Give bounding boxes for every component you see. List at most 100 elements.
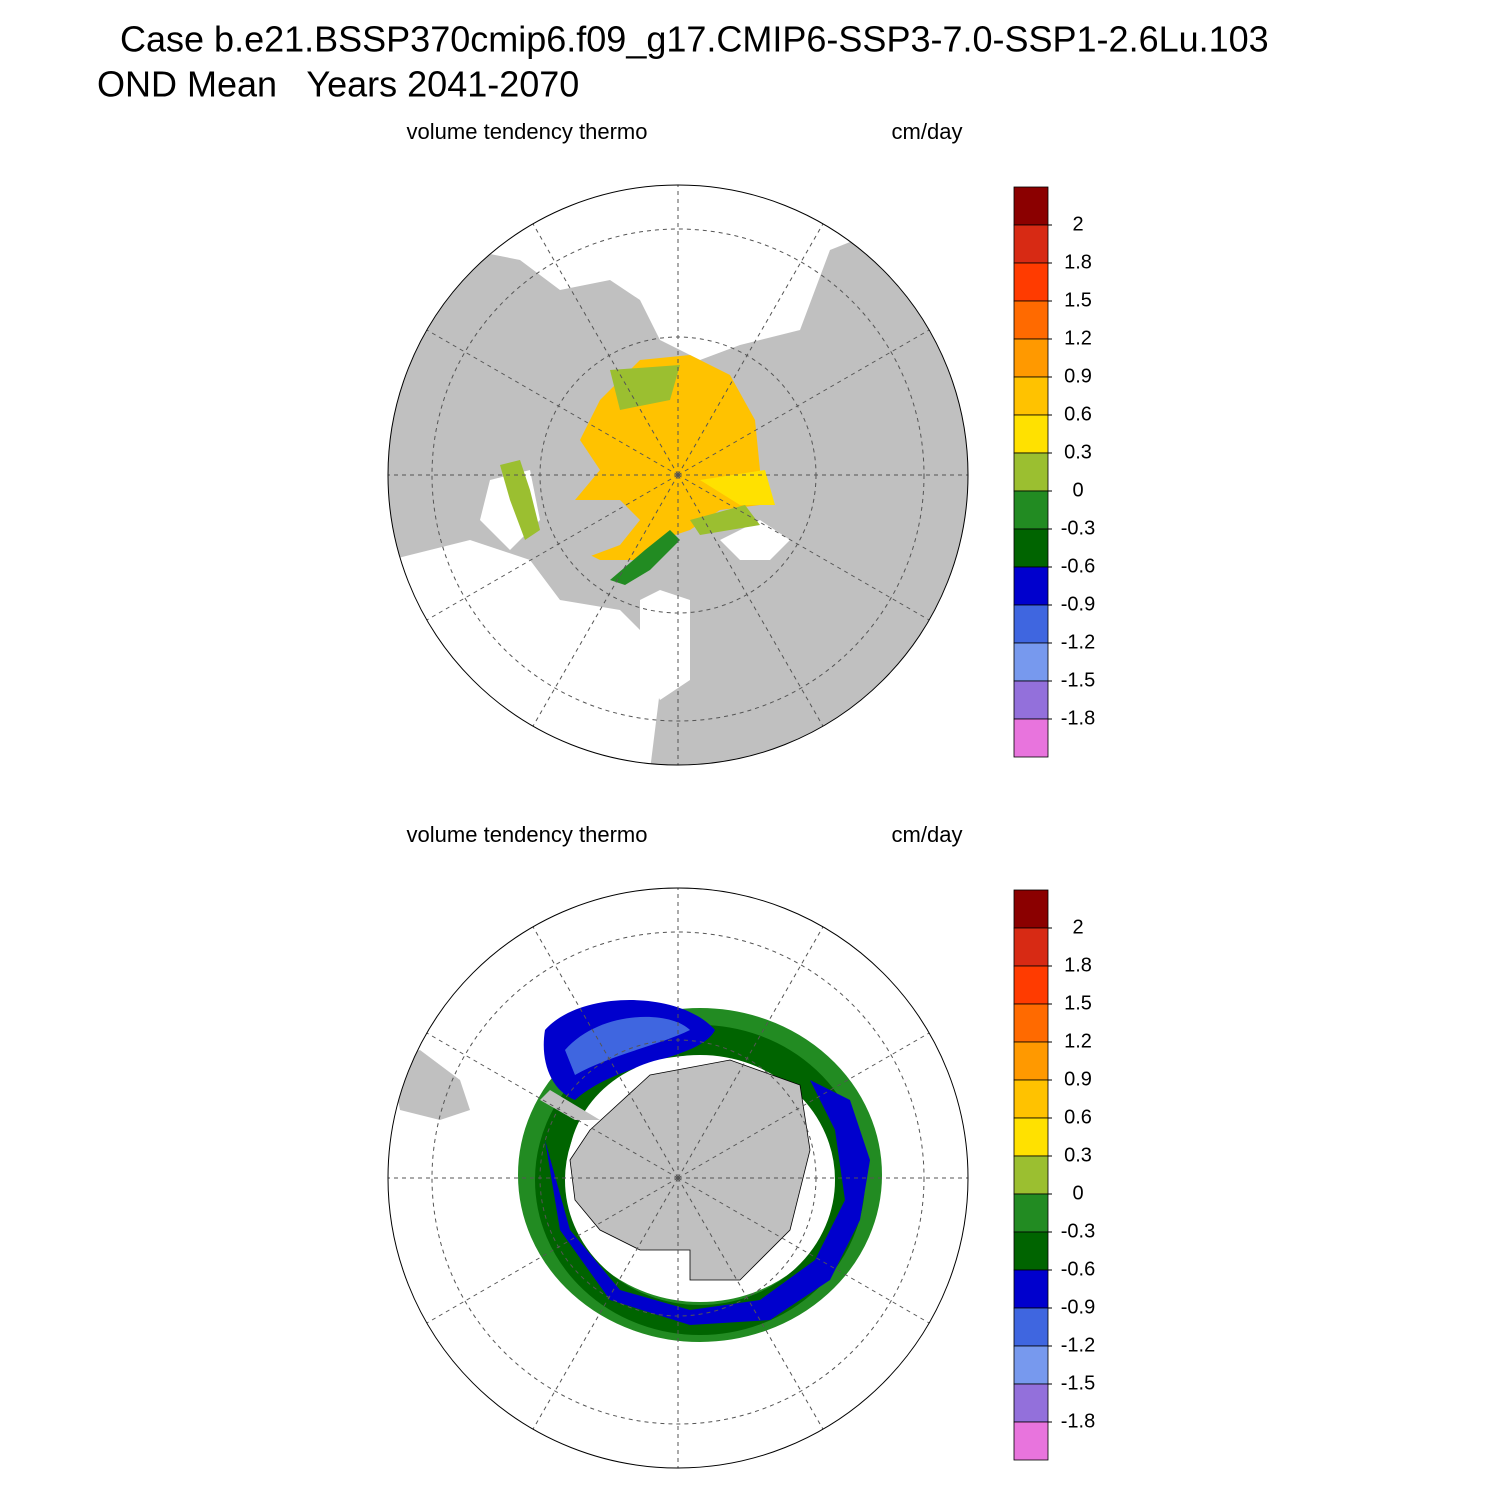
meridian <box>677 223 824 476</box>
map-border <box>387 887 969 1469</box>
colorbar-box <box>1013 528 1049 568</box>
colorbar-label: -1.5 <box>1061 1372 1095 1394</box>
colorbar-box <box>1013 1307 1049 1347</box>
map-region <box>610 365 680 410</box>
meridian <box>677 1177 824 1430</box>
colorbar-box <box>1013 965 1049 1005</box>
colorbar-label: 0.9 <box>1064 365 1092 387</box>
lat-circle <box>431 931 925 1425</box>
map-region <box>500 460 540 540</box>
colorbar-label: -0.9 <box>1061 1296 1095 1318</box>
colorbar-box <box>1013 300 1049 340</box>
colorbar-label: 0 <box>1072 479 1083 501</box>
colorbar-box <box>1013 1269 1049 1309</box>
colorbar-box <box>1013 1193 1049 1233</box>
colorbar-box <box>1013 604 1049 644</box>
colorbar-label: 2 <box>1072 916 1083 938</box>
colorbar-label: 0.3 <box>1064 1144 1092 1166</box>
meridian <box>532 1177 679 1430</box>
map-region <box>700 470 775 505</box>
map <box>388 185 968 765</box>
colorbar-box <box>1013 718 1049 758</box>
colorbar-label: -0.6 <box>1061 555 1095 577</box>
colorbar-box <box>1013 376 1049 416</box>
map-region <box>540 1090 600 1120</box>
panel-units: cm/day <box>892 822 963 847</box>
colorbar-label: -0.9 <box>1061 593 1095 615</box>
colorbar-label: -0.3 <box>1061 517 1095 539</box>
map-border <box>387 184 969 766</box>
meridian <box>426 474 679 621</box>
meridian <box>532 223 679 476</box>
colorbar-box <box>1013 642 1049 682</box>
colorbar-label: -1.8 <box>1061 1410 1095 1432</box>
meridian <box>426 329 679 476</box>
meridian <box>677 474 824 727</box>
meridian <box>532 474 679 727</box>
meridian <box>426 1177 679 1324</box>
panel-units: cm/day <box>892 119 963 144</box>
colorbar-label: -1.2 <box>1061 631 1095 653</box>
meridian <box>677 926 824 1179</box>
title-line: Case b.e21.BSSP370cmip6.f09_g17.CMIP6-SS… <box>120 19 1269 60</box>
title-line: OND Mean Years 2041-2070 <box>97 64 579 105</box>
colorbar-box <box>1013 186 1049 226</box>
colorbar-label: 0 <box>1072 1182 1083 1204</box>
colorbar-label: -1.5 <box>1061 669 1095 691</box>
lat-circle <box>431 228 925 722</box>
colorbar-label: -1.2 <box>1061 1334 1095 1356</box>
map-region <box>569 1059 811 1281</box>
colorbar-box <box>1013 452 1049 492</box>
colorbar-box <box>1013 1117 1049 1157</box>
colorbar-box <box>1013 262 1049 302</box>
map-region <box>565 1016 690 1075</box>
meridian <box>677 1177 930 1324</box>
colorbar-label: -0.3 <box>1061 1220 1095 1242</box>
meridian <box>677 329 930 476</box>
colorbar-label: 0.6 <box>1064 1106 1092 1128</box>
colorbar-label: 0.3 <box>1064 441 1092 463</box>
colorbar-label: 0.9 <box>1064 1068 1092 1090</box>
colorbar-box <box>1013 680 1049 720</box>
colorbar-box <box>1013 1421 1049 1461</box>
map-region <box>545 1080 870 1325</box>
colorbar-label: 1.5 <box>1064 992 1092 1014</box>
colorbar-box <box>1013 414 1049 454</box>
map <box>388 888 968 1468</box>
colorbar-label: 1.5 <box>1064 289 1092 311</box>
colorbar-box <box>1013 224 1049 264</box>
colorbar-label: 1.2 <box>1064 1030 1092 1052</box>
colorbar-label: 1.8 <box>1064 954 1092 976</box>
colorbar-box <box>1013 927 1049 967</box>
colorbar-box <box>1013 1041 1049 1081</box>
colorbar-box <box>1013 889 1049 929</box>
colorbar-label: 0.6 <box>1064 403 1092 425</box>
colorbar-box <box>1013 1231 1049 1271</box>
meridian <box>677 474 930 621</box>
colorbar-box <box>1013 566 1049 606</box>
map-region <box>610 530 680 585</box>
meridian <box>426 1032 679 1179</box>
colorbar-box <box>1013 1003 1049 1043</box>
panel-label: volume tendency thermo <box>407 119 648 144</box>
colorbar-label: 1.2 <box>1064 327 1092 349</box>
colorbar-label: 1.8 <box>1064 251 1092 273</box>
panel-label: volume tendency thermo <box>407 822 648 847</box>
colorbar-box <box>1013 1155 1049 1195</box>
colorbar-label: -1.8 <box>1061 707 1095 729</box>
colorbar-box <box>1013 490 1049 530</box>
map-region <box>560 500 640 560</box>
colorbar-box <box>1013 1079 1049 1119</box>
colorbar-label: 2 <box>1072 213 1083 235</box>
colorbar-box <box>1013 1345 1049 1385</box>
meridian <box>532 926 679 1179</box>
map-region <box>720 520 790 560</box>
map-region <box>640 590 690 700</box>
colorbar-box <box>1013 338 1049 378</box>
meridian <box>677 1032 930 1179</box>
colorbar-label: -0.6 <box>1061 1258 1095 1280</box>
colorbar-box <box>1013 1383 1049 1423</box>
